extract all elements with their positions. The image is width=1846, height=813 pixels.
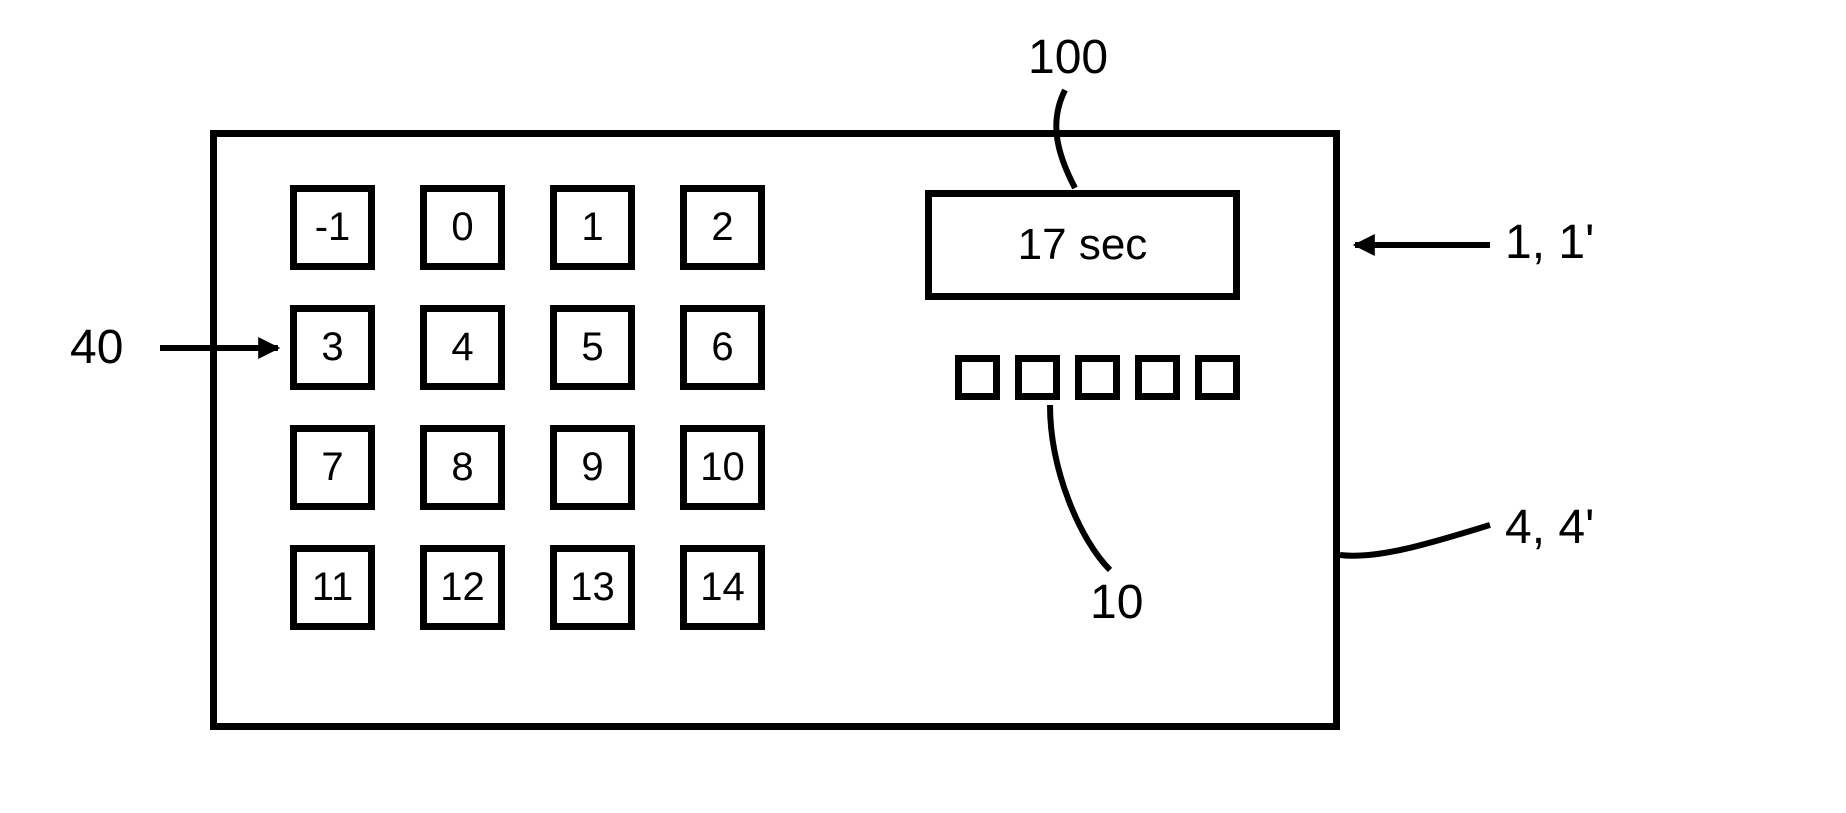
keypad-key-label: 0 [451, 205, 473, 250]
keypad-key-label: 8 [451, 445, 473, 490]
timer-display-text: 17 sec [1018, 220, 1148, 270]
keypad-key[interactable]: 9 [550, 425, 635, 510]
indicator-box [1135, 355, 1180, 400]
keypad-key-label: 14 [700, 565, 745, 610]
keypad-key-label: 13 [570, 565, 615, 610]
timer-display: 17 sec [925, 190, 1240, 300]
diagram-canvas: -101234567891011121314 17 sec 1001, 1'40… [0, 0, 1846, 813]
indicator-box [1075, 355, 1120, 400]
keypad-key[interactable]: 12 [420, 545, 505, 630]
keypad-key-label: 1 [581, 205, 603, 250]
keypad-key-label: 7 [321, 445, 343, 490]
keypad-key[interactable]: 14 [680, 545, 765, 630]
keypad-key-label: 5 [581, 325, 603, 370]
indicator-box [955, 355, 1000, 400]
keypad-key[interactable]: 2 [680, 185, 765, 270]
ref-40: 40 [70, 320, 123, 375]
keypad-key[interactable]: 10 [680, 425, 765, 510]
keypad-key-label: 9 [581, 445, 603, 490]
keypad-key-label: 6 [711, 325, 733, 370]
ref-100: 100 [1028, 30, 1108, 85]
keypad-key[interactable]: 11 [290, 545, 375, 630]
keypad-key[interactable]: 7 [290, 425, 375, 510]
ref-10: 10 [1090, 575, 1143, 630]
keypad-key[interactable]: 1 [550, 185, 635, 270]
keypad-key[interactable]: 6 [680, 305, 765, 390]
keypad-key[interactable]: 4 [420, 305, 505, 390]
keypad-key-label: 4 [451, 325, 473, 370]
keypad-key-label: 3 [321, 325, 343, 370]
lead-4 [1340, 525, 1490, 556]
indicator-box [1015, 355, 1060, 400]
keypad-key-label: 10 [700, 445, 745, 490]
keypad-key-label: 11 [312, 565, 354, 610]
keypad-key-label: 12 [440, 565, 485, 610]
ref-1: 1, 1' [1505, 215, 1594, 270]
keypad-key[interactable]: 0 [420, 185, 505, 270]
keypad-key-label: 2 [711, 205, 733, 250]
keypad-key-label: -1 [315, 205, 351, 250]
keypad-key[interactable]: 8 [420, 425, 505, 510]
keypad-key[interactable]: 13 [550, 545, 635, 630]
indicator-box [1195, 355, 1240, 400]
keypad-key[interactable]: -1 [290, 185, 375, 270]
ref-4: 4, 4' [1505, 500, 1594, 555]
keypad-key[interactable]: 5 [550, 305, 635, 390]
keypad-key[interactable]: 3 [290, 305, 375, 390]
